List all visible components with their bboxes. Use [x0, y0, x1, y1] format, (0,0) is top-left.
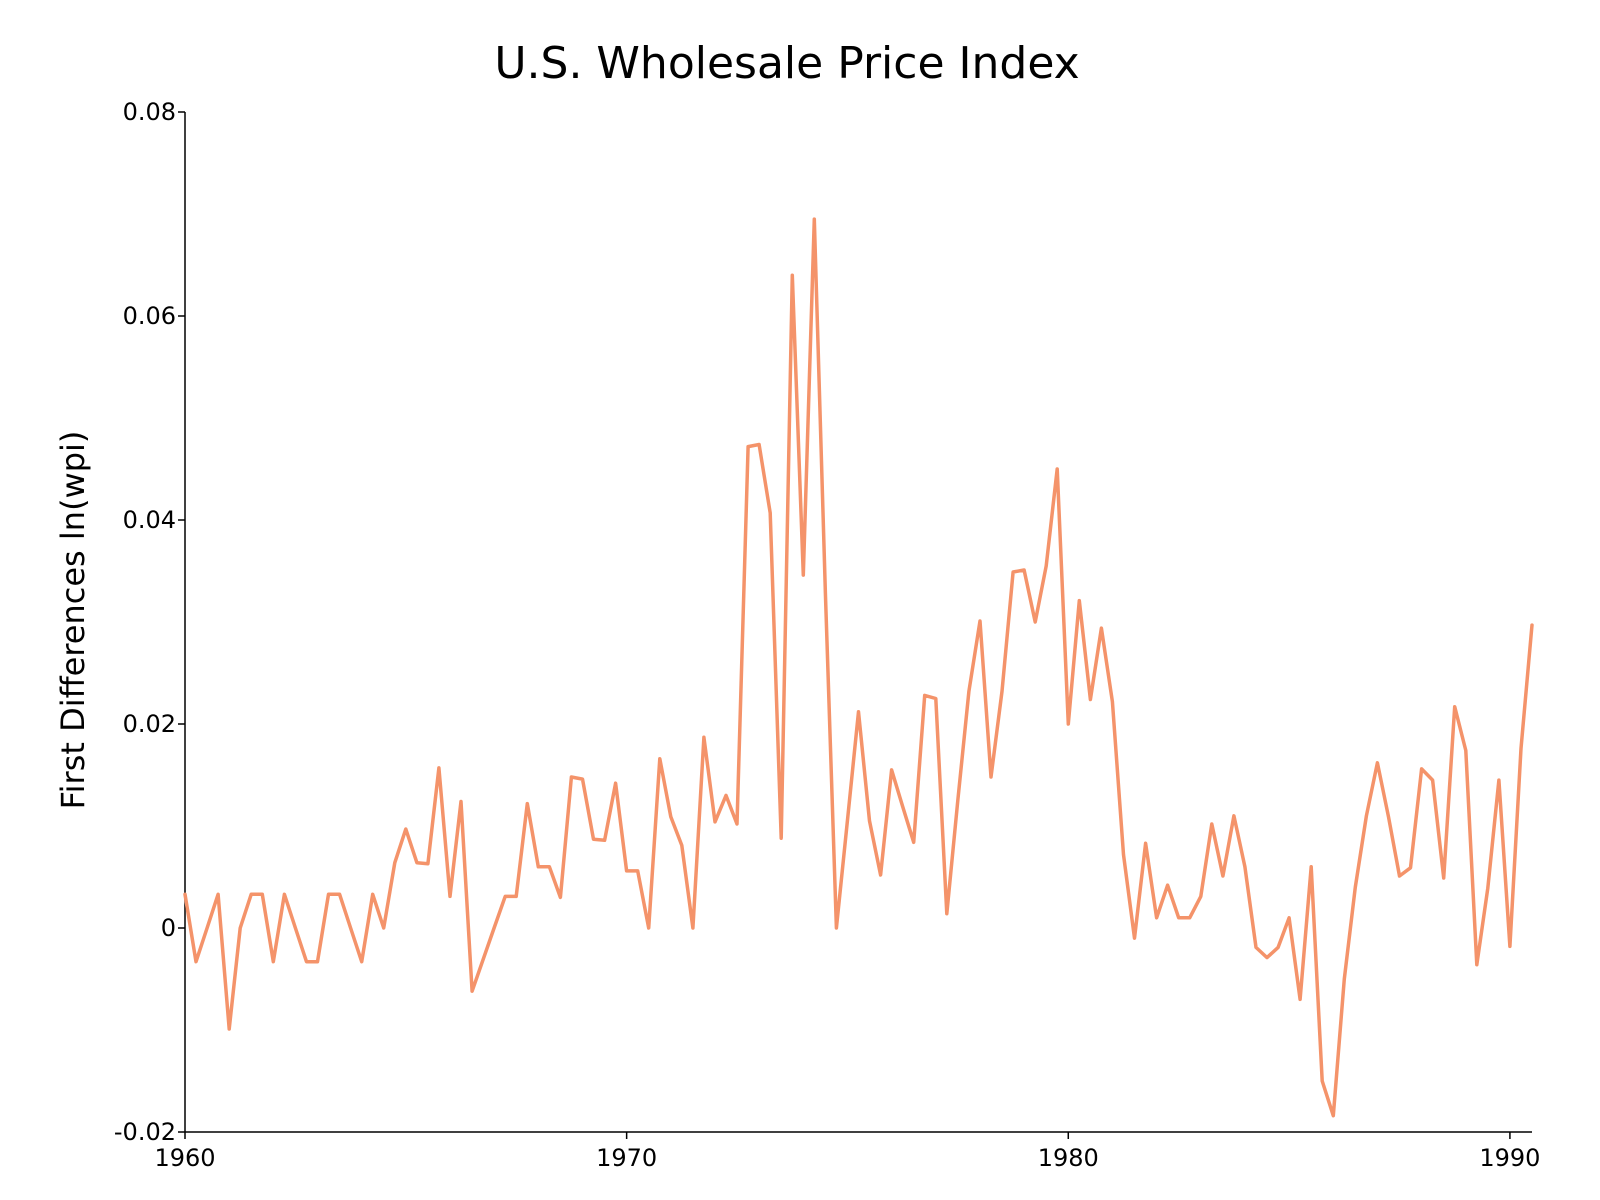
- y-ticks: -0.02 0 0.02 0.04 0.06 0.08: [114, 98, 185, 1146]
- x-tick-label: 1970: [596, 1144, 657, 1172]
- series-line: [183, 217, 1534, 1118]
- x-tick-label: 1990: [1479, 1144, 1540, 1172]
- y-tick-label: 0.08: [123, 98, 176, 126]
- chart-title: U.S. Wholesale Price Index: [494, 38, 1079, 89]
- x-tick-label: 1980: [1038, 1144, 1099, 1172]
- y-tick-label: 0.06: [123, 302, 176, 330]
- y-tick-label: 0.02: [123, 710, 176, 738]
- x-tick-label: 1960: [154, 1144, 215, 1172]
- x-ticks: 1960 1970 1980 1990: [154, 1132, 1540, 1172]
- y-tick-label: -0.02: [114, 1118, 176, 1146]
- y-tick-label: 0: [161, 914, 176, 942]
- y-axis-label: First Differences ln(wpi): [54, 431, 92, 810]
- series-group: [183, 217, 1534, 1118]
- y-tick-label: 0.04: [123, 506, 176, 534]
